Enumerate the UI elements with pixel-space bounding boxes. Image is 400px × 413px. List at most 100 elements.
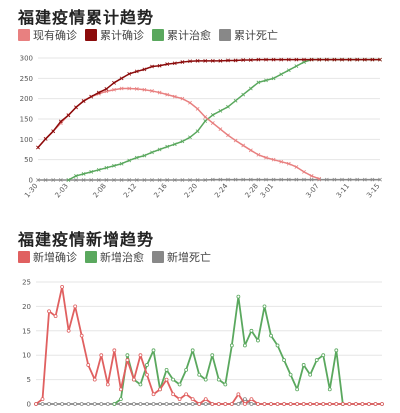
data-point[interactable] <box>229 402 234 406</box>
data-point[interactable] <box>151 402 156 406</box>
data-point[interactable] <box>81 178 86 182</box>
legend-item-cumulative-confirmed[interactable]: 累计确诊 <box>85 27 144 43</box>
data-point[interactable] <box>275 402 280 406</box>
legend-item-cumulative-deaths[interactable]: 累计死亡 <box>219 27 278 43</box>
data-point[interactable] <box>216 402 221 406</box>
data-point[interactable] <box>51 178 56 182</box>
data-point[interactable] <box>138 402 143 406</box>
data-point[interactable] <box>256 402 260 406</box>
data-point[interactable] <box>171 402 175 406</box>
data-point[interactable] <box>332 177 337 182</box>
data-point[interactable] <box>248 86 253 91</box>
data-point[interactable] <box>334 402 339 406</box>
data-point[interactable] <box>324 57 329 62</box>
data-point[interactable] <box>134 178 139 182</box>
data-point[interactable] <box>73 304 78 309</box>
data-point[interactable] <box>370 57 375 62</box>
data-point[interactable] <box>151 348 156 353</box>
data-point[interactable] <box>295 402 300 406</box>
data-point[interactable] <box>79 333 84 338</box>
data-point[interactable] <box>355 177 360 182</box>
legend-item-cumulative-cured[interactable]: 累计治愈 <box>152 27 211 43</box>
data-point[interactable] <box>340 177 344 182</box>
data-point[interactable] <box>271 157 276 162</box>
data-point[interactable] <box>157 178 162 182</box>
data-point[interactable] <box>327 387 332 392</box>
data-point[interactable] <box>362 177 367 182</box>
data-point[interactable] <box>43 137 48 141</box>
data-point[interactable] <box>89 169 94 174</box>
data-point[interactable] <box>327 402 332 406</box>
data-point[interactable] <box>218 58 223 63</box>
data-point[interactable] <box>203 58 208 63</box>
data-point[interactable] <box>269 333 273 338</box>
data-point[interactable] <box>233 138 238 143</box>
data-point[interactable] <box>233 58 238 63</box>
data-point[interactable] <box>223 402 228 406</box>
data-point[interactable] <box>53 314 58 319</box>
data-point[interactable] <box>302 169 306 174</box>
data-point[interactable] <box>309 57 314 62</box>
data-point[interactable] <box>66 178 71 182</box>
data-point[interactable] <box>73 402 78 406</box>
data-point[interactable] <box>177 397 182 402</box>
data-point[interactable] <box>188 59 192 64</box>
data-point[interactable] <box>203 377 208 382</box>
data-point[interactable] <box>236 392 241 397</box>
data-point[interactable] <box>53 402 58 406</box>
data-point[interactable] <box>317 57 322 62</box>
data-point[interactable] <box>203 119 208 123</box>
data-point[interactable] <box>249 402 254 406</box>
data-point[interactable] <box>127 178 132 182</box>
data-point[interactable] <box>380 402 384 406</box>
data-point[interactable] <box>104 87 109 91</box>
data-point[interactable] <box>210 121 215 125</box>
data-point[interactable] <box>241 92 246 97</box>
data-point[interactable] <box>112 80 116 85</box>
data-point[interactable] <box>332 57 337 62</box>
data-point[interactable] <box>288 402 293 406</box>
data-point[interactable] <box>74 105 78 110</box>
data-point[interactable] <box>188 100 192 105</box>
data-point[interactable] <box>203 397 208 402</box>
data-point[interactable] <box>165 144 170 149</box>
data-point[interactable] <box>81 172 86 176</box>
data-point[interactable] <box>195 106 200 111</box>
data-point[interactable] <box>118 402 123 406</box>
data-point[interactable] <box>248 58 253 62</box>
data-point[interactable] <box>236 402 241 406</box>
data-point[interactable] <box>190 397 195 402</box>
data-point[interactable] <box>142 178 147 182</box>
data-point[interactable] <box>197 372 202 377</box>
data-point[interactable] <box>248 148 253 153</box>
data-point[interactable] <box>243 397 247 402</box>
data-point[interactable] <box>301 363 306 367</box>
data-point[interactable] <box>317 176 322 181</box>
data-point[interactable] <box>347 57 352 62</box>
data-point[interactable] <box>177 382 182 387</box>
data-point[interactable] <box>184 402 189 406</box>
data-point[interactable] <box>264 155 268 160</box>
data-point[interactable] <box>243 402 247 406</box>
data-point[interactable] <box>66 328 71 333</box>
data-point[interactable] <box>236 294 241 299</box>
data-point[interactable] <box>172 94 177 99</box>
data-point[interactable] <box>180 139 185 144</box>
data-point[interactable] <box>96 167 101 172</box>
data-point[interactable] <box>340 402 345 406</box>
data-point[interactable] <box>157 63 162 68</box>
data-point[interactable] <box>271 76 276 81</box>
legend-item-new-cured[interactable]: 新增治愈 <box>85 249 144 265</box>
data-point[interactable] <box>40 397 45 402</box>
data-point[interactable] <box>203 402 208 406</box>
data-point[interactable] <box>262 304 267 309</box>
data-point[interactable] <box>172 178 177 182</box>
data-point[interactable] <box>241 177 246 182</box>
data-point[interactable] <box>269 402 273 406</box>
data-point[interactable] <box>127 71 132 76</box>
data-point[interactable] <box>66 402 71 406</box>
data-point[interactable] <box>157 147 162 152</box>
data-point[interactable] <box>150 150 154 155</box>
data-point[interactable] <box>158 402 162 406</box>
data-point[interactable] <box>378 57 382 62</box>
